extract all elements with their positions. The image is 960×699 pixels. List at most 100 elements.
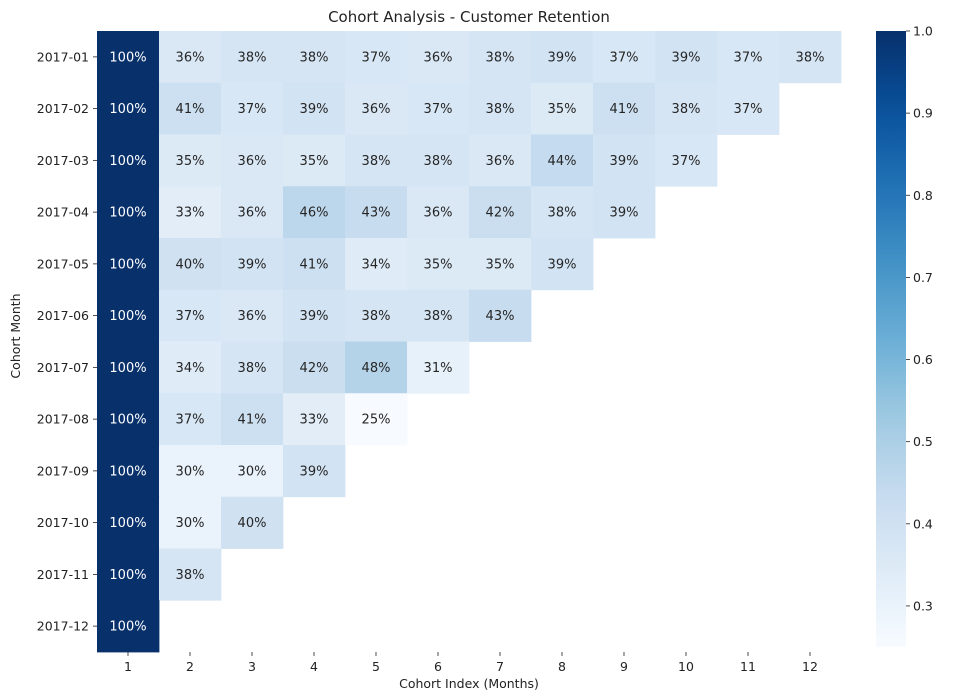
y-tick-label: 2017-12 <box>37 619 89 634</box>
heatmap-cell-label: 37% <box>362 50 391 65</box>
heatmap-cell <box>159 548 222 601</box>
x-tick-label: 2 <box>186 659 194 674</box>
heatmap-cell-label: 38% <box>548 206 577 221</box>
heatmap-cell <box>221 341 284 394</box>
heatmap-cell-label: 100% <box>109 206 146 221</box>
heatmap-cell-label: 38% <box>796 50 825 65</box>
heatmap-cell-label: 39% <box>548 257 577 272</box>
x-tick-label: 11 <box>740 659 756 674</box>
heatmap-cell-label: 35% <box>548 102 577 117</box>
x-tick-label: 8 <box>558 659 566 674</box>
heatmap-cell-label: 35% <box>176 154 205 169</box>
heatmap-cell-label: 36% <box>176 50 205 65</box>
heatmap-cell <box>407 82 470 135</box>
y-axis-ticks: 2017-01 2017-02 2017-03 2017-04 2017-05 2017-… <box>37 49 97 634</box>
heatmap-cell-label: 34% <box>176 361 205 376</box>
heatmap-cell <box>283 445 346 498</box>
heatmap-cell <box>531 238 594 291</box>
heatmap-cell-label: 37% <box>424 102 453 117</box>
heatmap-cell-label: 100% <box>109 568 146 583</box>
heatmap-cell-label: 36% <box>238 154 267 169</box>
heatmap-cell <box>345 238 408 291</box>
heatmap-cell-label: 44% <box>548 154 577 169</box>
heatmap-cell <box>531 134 594 187</box>
heatmap-cell-label: 37% <box>176 413 205 428</box>
heatmap-cell <box>345 393 408 446</box>
heatmap-cell <box>97 600 160 653</box>
heatmap-cell-label: 37% <box>734 50 763 65</box>
heatmap-cell <box>345 289 408 342</box>
heatmap-cell-label: 33% <box>176 206 205 221</box>
heatmap-cell-label: 42% <box>486 206 515 221</box>
heatmap-cells <box>97 31 842 653</box>
x-tick-label: 9 <box>620 659 628 674</box>
heatmap-cell <box>97 31 160 84</box>
heatmap-cell-label: 36% <box>238 206 267 221</box>
heatmap-cell <box>159 341 222 394</box>
heatmap-cell <box>469 289 532 342</box>
heatmap-cell <box>469 82 532 135</box>
colorbar-tick-label: 0.5 <box>913 434 933 449</box>
heatmap-cell <box>221 134 284 187</box>
heatmap-cell-label: 30% <box>176 516 205 531</box>
heatmap-cell <box>221 31 284 84</box>
heatmap-cell-label: 100% <box>109 620 146 635</box>
y-axis-label: Cohort Month <box>8 293 23 378</box>
colorbar-tick-label: 0.4 <box>913 516 933 531</box>
heatmap-cell <box>655 31 718 84</box>
heatmap-cell-label: 37% <box>238 102 267 117</box>
x-axis-label: Cohort Index (Months) <box>399 676 539 691</box>
heatmap-cell-label: 37% <box>734 102 763 117</box>
x-tick-label: 5 <box>372 659 380 674</box>
y-tick-label: 2017-03 <box>37 153 89 168</box>
colorbar-tick-label: 0.6 <box>913 352 933 367</box>
heatmap-cell <box>221 289 284 342</box>
heatmap-cell-label: 30% <box>238 464 267 479</box>
heatmap-cell <box>469 134 532 187</box>
heatmap-cell <box>531 186 594 239</box>
colorbar-tick-label: 0.3 <box>913 598 933 613</box>
heatmap-cell <box>593 31 656 84</box>
x-axis-ticks: 1 2 3 4 5 6 7 8 9 10 11 12 <box>124 652 818 674</box>
heatmap-cell <box>407 31 470 84</box>
heatmap-cell-label: 38% <box>424 154 453 169</box>
heatmap-cell-label: 100% <box>109 309 146 324</box>
heatmap-cell-label: 39% <box>610 206 639 221</box>
heatmap-cell-label: 40% <box>176 257 205 272</box>
heatmap-cell-label: 100% <box>109 361 146 376</box>
heatmap-cell-label: 37% <box>672 154 701 169</box>
heatmap-cell-label: 38% <box>362 309 391 324</box>
heatmap-cell <box>593 82 656 135</box>
heatmap-cell-label: 37% <box>610 50 639 65</box>
heatmap-cell <box>283 186 346 239</box>
heatmap-cell-label: 36% <box>486 154 515 169</box>
heatmap-cell <box>345 186 408 239</box>
heatmap-cell <box>159 445 222 498</box>
heatmap-cell <box>159 393 222 446</box>
heatmap-cell <box>283 31 346 84</box>
heatmap-cell <box>159 82 222 135</box>
heatmap-cell-label: 39% <box>238 257 267 272</box>
heatmap-cell-label: 36% <box>424 206 453 221</box>
heatmap-cell <box>593 134 656 187</box>
heatmap-cell-label: 43% <box>486 309 515 324</box>
heatmap-cell <box>221 496 284 549</box>
heatmap-cell <box>593 186 656 239</box>
colorbar-tick-label: 0.7 <box>913 270 933 285</box>
heatmap-cell-label: 39% <box>300 309 329 324</box>
heatmap-cell <box>469 238 532 291</box>
heatmap-cell <box>345 82 408 135</box>
heatmap-cell <box>407 238 470 291</box>
heatmap-cell-label: 25% <box>362 413 391 428</box>
heatmap-cell-label: 38% <box>672 102 701 117</box>
heatmap-cell-label: 33% <box>300 413 329 428</box>
colorbar-tick-label: 0.8 <box>913 188 933 203</box>
heatmap-cell <box>283 82 346 135</box>
chart-title: Cohort Analysis - Customer Retention <box>328 8 610 26</box>
heatmap-cell <box>283 289 346 342</box>
heatmap-cell <box>97 548 160 601</box>
colorbar: 0.3 0.4 0.5 0.6 0.7 0.8 0.9 1.0 <box>876 24 933 647</box>
heatmap-cell-label: 36% <box>362 102 391 117</box>
heatmap-cell <box>717 31 780 84</box>
heatmap-cell-label: 43% <box>362 206 391 221</box>
